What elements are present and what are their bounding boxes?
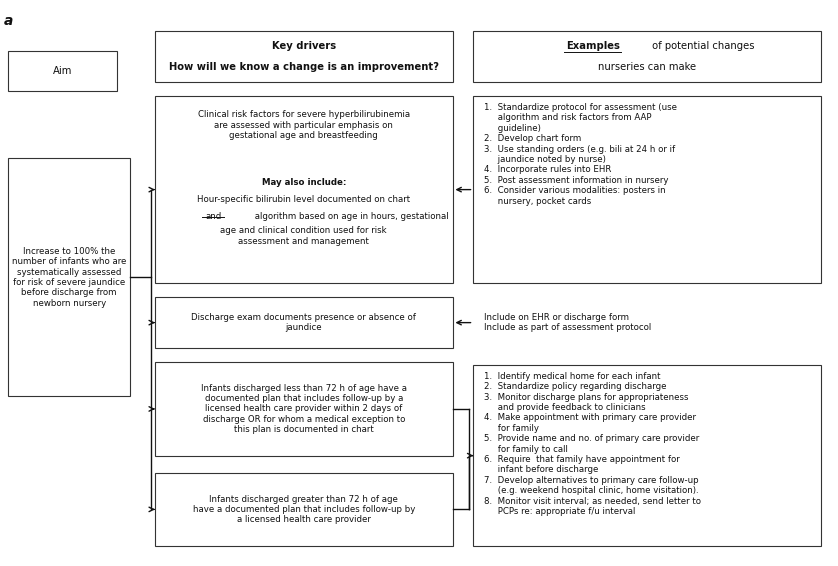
Bar	[155, 297, 453, 348]
Text: nurseries can make: nurseries can make	[598, 62, 696, 72]
Text: Examples: Examples	[566, 41, 620, 52]
Text: Aim: Aim	[53, 66, 73, 76]
Text: and: and	[205, 212, 221, 221]
Bar	[155, 31, 453, 82]
Text: Key drivers: Key drivers	[272, 41, 336, 52]
Text: 1.  Identify medical home for each infant
2.  Standardize policy regarding disch: 1. Identify medical home for each infant…	[484, 372, 701, 516]
Bar	[155, 362, 453, 456]
Text: 1.  Standardize protocol for assessment (use
     algorithm and risk factors fro: 1. Standardize protocol for assessment (…	[484, 103, 676, 205]
Bar	[8, 158, 130, 396]
Text: Include on EHR or discharge form
Include as part of assessment protocol: Include on EHR or discharge form Include…	[484, 313, 651, 332]
Bar	[473, 96, 821, 283]
Text: Discharge exam documents presence or absence of
jaundice: Discharge exam documents presence or abs…	[191, 313, 416, 332]
Text: Clinical risk factors for severe hyperbilirubinemia
are assessed with particular: Clinical risk factors for severe hyperbi…	[198, 110, 410, 140]
Text: May also include:: May also include:	[261, 178, 346, 187]
Text: age and clinical condition used for risk
assessment and management: age and clinical condition used for risk…	[220, 226, 387, 246]
Text: a: a	[4, 14, 13, 28]
Bar	[473, 365, 821, 546]
Bar	[473, 31, 821, 82]
Text: Increase to 100% the
number of infants who are
systematically assessed
for risk : Increase to 100% the number of infants w…	[12, 247, 127, 308]
Text: Hour-specific bilirubin level documented on chart: Hour-specific bilirubin level documented…	[197, 195, 411, 204]
Bar	[8, 51, 117, 91]
Text: of potential changes: of potential changes	[649, 41, 754, 52]
Bar	[155, 473, 453, 546]
Text: Infants discharged greater than 72 h of age
have a documented plan that includes: Infants discharged greater than 72 h of …	[193, 495, 415, 524]
Text: algorithm based on age in hours, gestational: algorithm based on age in hours, gestati…	[251, 212, 448, 221]
Bar	[155, 96, 453, 283]
Text: Infants discharged less than 72 h of age have a
documented plan that includes fo: Infants discharged less than 72 h of age…	[201, 384, 406, 434]
Text: How will we know a change is an improvement?: How will we know a change is an improvem…	[168, 62, 439, 72]
